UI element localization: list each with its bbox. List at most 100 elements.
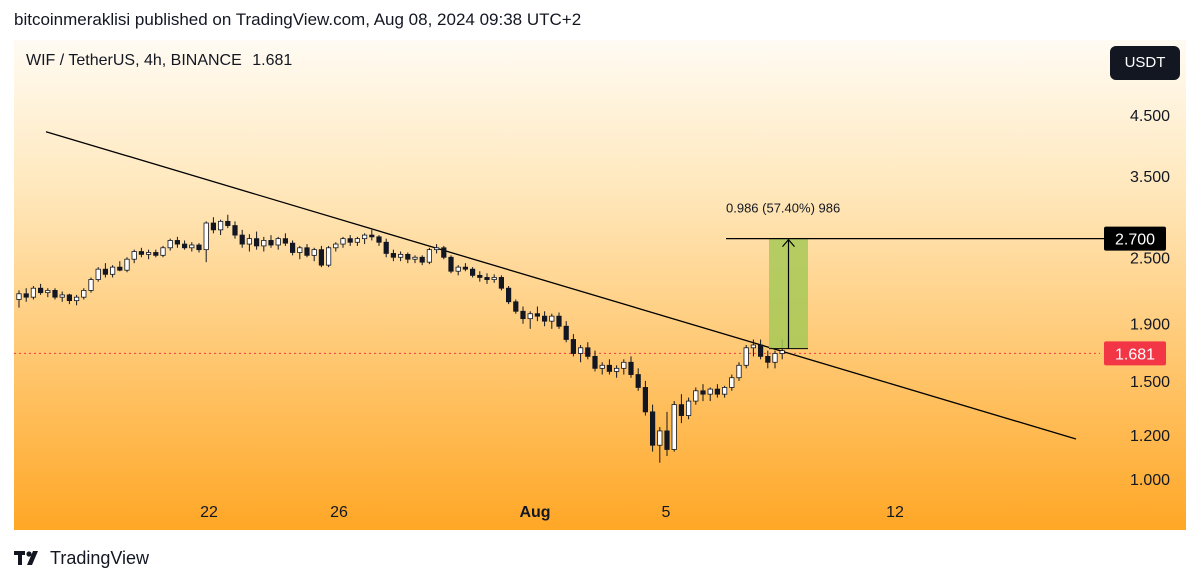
candle-body: [196, 244, 202, 251]
candle-body: [45, 290, 51, 294]
measure-label: 0.986 (57.40%) 986: [726, 201, 840, 216]
candle-body: [729, 377, 735, 388]
candle-body: [325, 247, 332, 266]
candle-body: [81, 290, 87, 298]
x-axis-tick-label: 12: [886, 504, 904, 521]
candle-body: [210, 222, 216, 231]
candle-body: [765, 355, 771, 363]
candle-body: [657, 430, 663, 446]
candle-body: [246, 238, 252, 245]
legend-last-price: 1.681: [252, 52, 293, 69]
candle-body: [37, 287, 44, 294]
candle-body: [556, 315, 562, 327]
candle-body: [117, 266, 123, 271]
y-axis-tick-label: 2.500: [1130, 250, 1170, 267]
candle-body: [289, 242, 296, 253]
y-axis-tick-label: 3.500: [1130, 169, 1170, 186]
currency-button[interactable]: USDT: [1110, 46, 1180, 80]
candle-body: [671, 404, 677, 450]
candle-body: [635, 374, 641, 388]
chart-area[interactable]: 0.986 (57.40%) 986 4.500 3.500 2.500 1.900 1.…: [14, 40, 1186, 530]
attribution-text: bitcoinmeraklisi published on TradingVie…: [14, 10, 582, 29]
candle-body: [261, 240, 267, 247]
candle-body: [448, 256, 454, 272]
candle-body: [145, 252, 152, 255]
y-axis-tick-label: 1.900: [1130, 317, 1170, 334]
candle-body: [397, 253, 404, 258]
candle-body: [650, 411, 656, 446]
candle-body: [225, 220, 231, 226]
candle-body: [477, 274, 483, 278]
x-axis-tick-label: 5: [662, 504, 671, 521]
candle-body: [750, 344, 757, 349]
candle-body: [181, 243, 188, 249]
candle-body: [707, 388, 713, 395]
footer-brand: TradingView: [14, 541, 149, 575]
candle-body: [297, 247, 303, 253]
candle-body: [455, 266, 461, 272]
candle-body: [102, 268, 108, 275]
candle-body: [736, 364, 742, 379]
candle-body: [758, 344, 764, 357]
y-axis-tick-label: 1.000: [1130, 472, 1170, 489]
candle-body: [361, 234, 368, 240]
candle-body: [642, 387, 649, 413]
brand-name: TradingView: [50, 547, 150, 568]
candle-body: [110, 266, 116, 275]
candle-body: [772, 353, 778, 363]
candle-body: [160, 247, 166, 256]
candle-body: [333, 243, 339, 249]
symbol-label: WIF / TetherUS, 4h, BINANCE: [26, 52, 242, 69]
candle-body: [282, 238, 289, 244]
candle-body: [390, 253, 397, 258]
candle-body: [311, 249, 317, 256]
candle-body: [606, 364, 613, 372]
candle-body: [628, 361, 634, 375]
candle-body: [405, 253, 411, 260]
candle-body: [52, 290, 58, 298]
candle-body: [74, 296, 80, 302]
candle-body: [95, 268, 101, 280]
candle-body: [383, 241, 389, 254]
candle-body: [433, 247, 440, 251]
measure-arrowhead: [782, 238, 795, 248]
candle-body: [253, 238, 260, 247]
publication-header: bitcoinmeraklisi published on TradingVie…: [0, 0, 1200, 40]
y-axis-tick-label: 4.500: [1130, 108, 1170, 125]
tradingview-logo-icon: [14, 551, 38, 565]
candle-body: [570, 339, 577, 354]
target-price-badge-label: 2.700: [1115, 232, 1155, 249]
candle-body: [678, 404, 685, 416]
candle-body: [340, 238, 346, 245]
candle-body: [124, 258, 130, 271]
candle-body: [138, 251, 144, 255]
candle-body: [412, 256, 418, 260]
candle-body: [700, 390, 706, 395]
descending-trendline[interactable]: [45, 131, 1077, 440]
candle-body: [614, 367, 620, 372]
price-chart[interactable]: 0.986 (57.40%) 986 4.500 3.500 2.500 1.900 1.…: [14, 40, 1186, 530]
current-price-badge-label: 1.681: [1115, 346, 1155, 363]
candle-body: [318, 249, 325, 266]
candle-body: [239, 234, 245, 245]
candle-body: [686, 400, 692, 416]
current-price-badge: [1104, 341, 1166, 366]
candle-body: [592, 355, 598, 369]
candle-body: [484, 277, 490, 280]
candle-body: [59, 294, 65, 298]
candle-body: [203, 222, 209, 251]
candle-body: [16, 293, 22, 300]
candle-body: [664, 430, 670, 450]
candle-body: [462, 266, 469, 270]
candle-body: [578, 347, 584, 354]
candle-body: [30, 287, 37, 298]
candle-body: [491, 277, 497, 280]
candle-body: [743, 347, 749, 366]
candle-body: [232, 225, 238, 236]
candle-body: [419, 256, 425, 263]
candle-body: [549, 315, 555, 322]
candle-body: [441, 247, 447, 258]
candle-body: [217, 220, 224, 231]
candle-body: [189, 244, 195, 249]
candle-body: [585, 347, 591, 357]
